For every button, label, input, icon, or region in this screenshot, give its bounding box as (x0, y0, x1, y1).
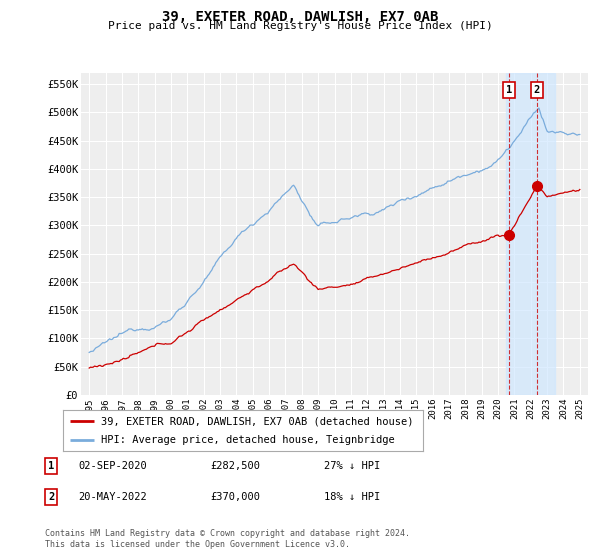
Text: 39, EXETER ROAD, DAWLISH, EX7 0AB (detached house): 39, EXETER ROAD, DAWLISH, EX7 0AB (detac… (101, 417, 413, 426)
Bar (506, 73, 555, 395)
Text: 18% ↓ HPI: 18% ↓ HPI (324, 492, 380, 502)
Text: 39, EXETER ROAD, DAWLISH, EX7 0AB: 39, EXETER ROAD, DAWLISH, EX7 0AB (162, 10, 438, 24)
Text: 2: 2 (48, 492, 54, 502)
Text: Contains HM Land Registry data © Crown copyright and database right 2024.
This d: Contains HM Land Registry data © Crown c… (45, 529, 410, 549)
Text: 1: 1 (506, 85, 512, 95)
Text: 1: 1 (48, 461, 54, 471)
Text: 02-SEP-2020: 02-SEP-2020 (78, 461, 147, 471)
Text: 27% ↓ HPI: 27% ↓ HPI (324, 461, 380, 471)
Text: £370,000: £370,000 (210, 492, 260, 502)
Text: 20-MAY-2022: 20-MAY-2022 (78, 492, 147, 502)
Text: Price paid vs. HM Land Registry's House Price Index (HPI): Price paid vs. HM Land Registry's House … (107, 21, 493, 31)
Text: £282,500: £282,500 (210, 461, 260, 471)
Text: HPI: Average price, detached house, Teignbridge: HPI: Average price, detached house, Teig… (101, 435, 395, 445)
Text: 2: 2 (534, 85, 540, 95)
